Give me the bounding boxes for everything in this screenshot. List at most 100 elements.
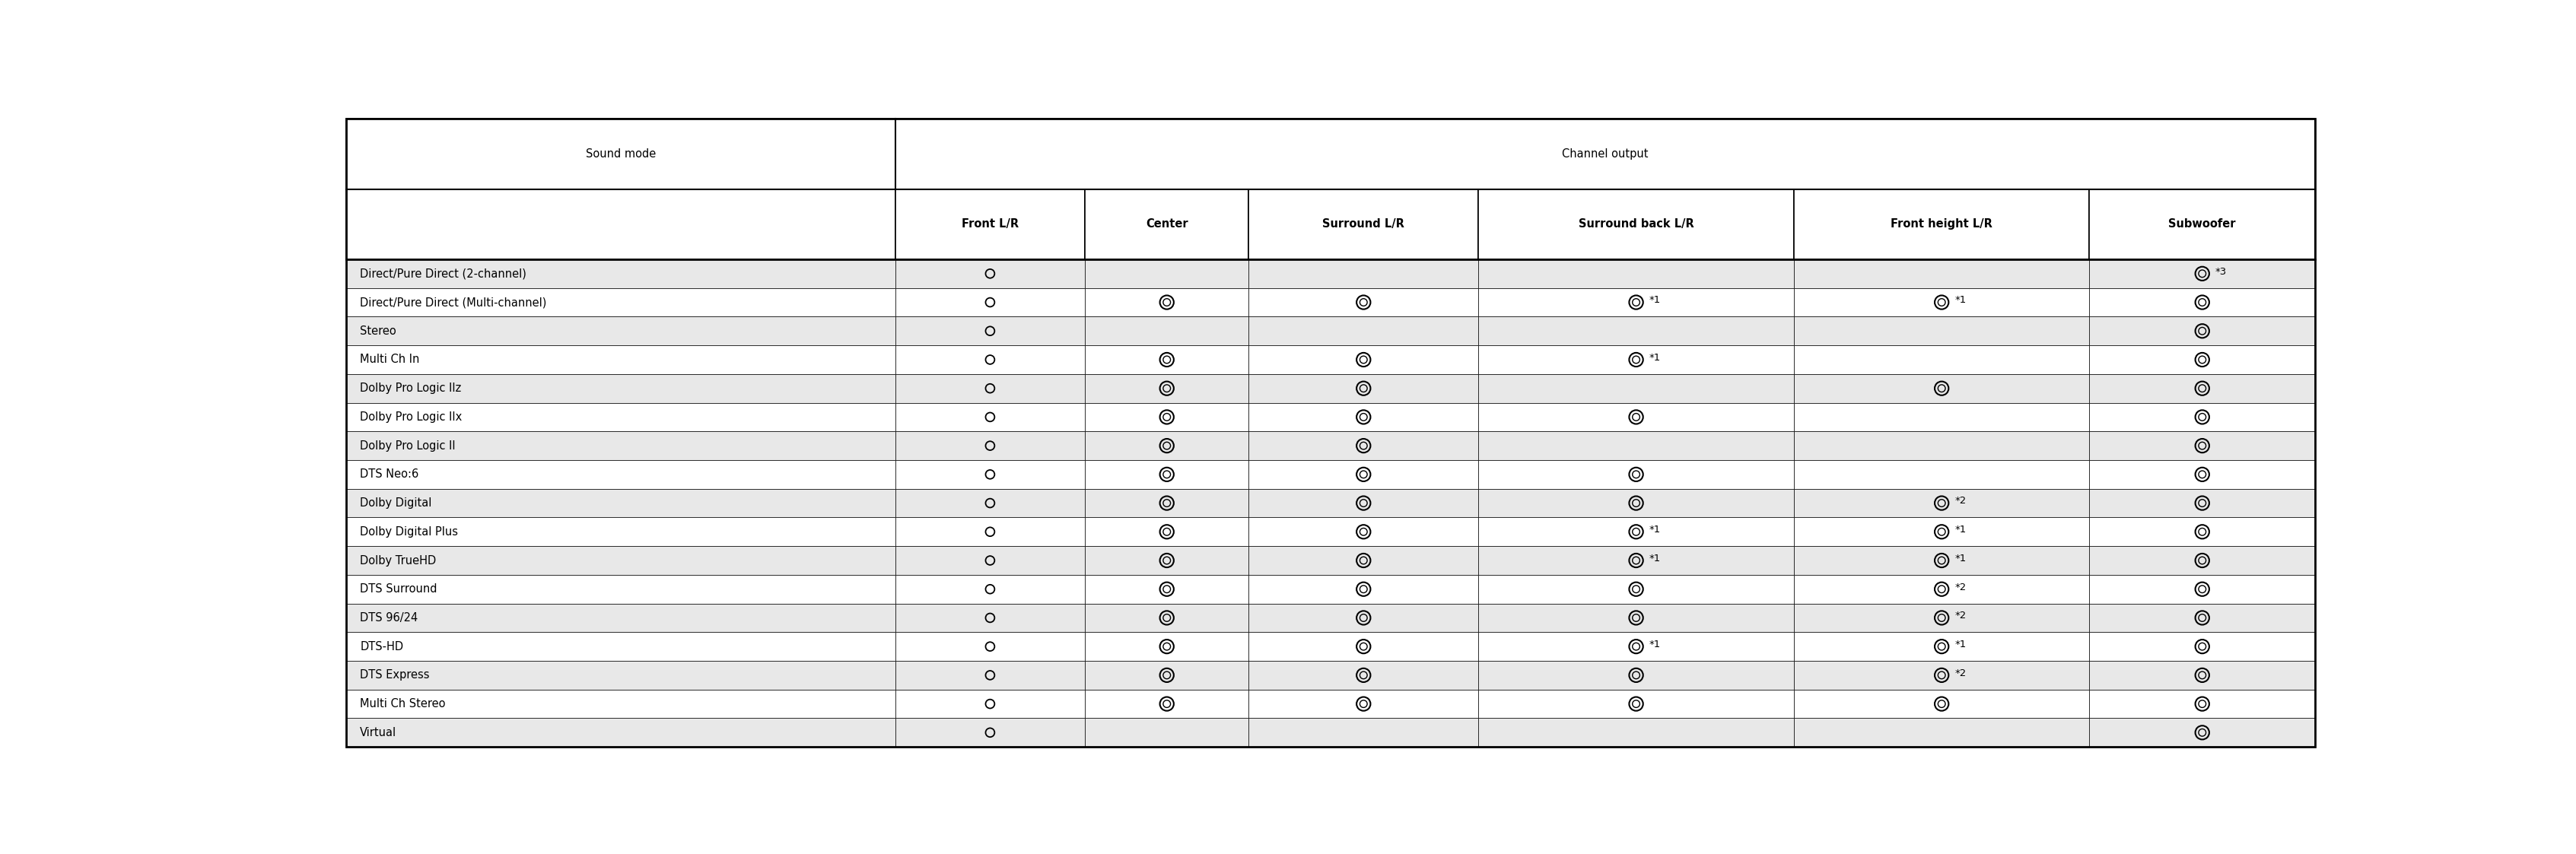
Text: Surround back L/R: Surround back L/R: [1579, 219, 1692, 230]
Bar: [1249, 604, 1479, 632]
Text: Surround L/R: Surround L/R: [1321, 219, 1404, 230]
Bar: [1249, 317, 1479, 345]
Bar: [1249, 260, 1479, 288]
Bar: [345, 431, 894, 460]
Bar: [2089, 518, 2313, 546]
Bar: [345, 488, 894, 518]
Bar: [1249, 546, 1479, 575]
Bar: [894, 460, 1084, 488]
Bar: [1249, 460, 1479, 488]
Bar: [894, 317, 1084, 345]
Bar: [2089, 689, 2313, 718]
Bar: [1479, 288, 1793, 317]
Bar: [2089, 317, 2313, 345]
Text: DTS 96/24: DTS 96/24: [361, 612, 417, 623]
Text: Dolby Pro Logic IIz: Dolby Pro Logic IIz: [361, 383, 461, 394]
Bar: [894, 260, 1084, 288]
Bar: [1479, 189, 1793, 260]
Text: *2: *2: [1955, 611, 1965, 621]
Bar: [1793, 661, 2089, 689]
Bar: [1479, 345, 1793, 374]
Bar: [1249, 575, 1479, 604]
Bar: [345, 661, 894, 689]
Text: Dolby Pro Logic IIx: Dolby Pro Logic IIx: [361, 412, 461, 423]
Text: DTS Surround: DTS Surround: [361, 583, 438, 595]
Bar: [1793, 189, 2089, 260]
Bar: [345, 689, 894, 718]
Bar: [1084, 632, 1249, 661]
Text: Channel output: Channel output: [1561, 149, 1649, 160]
Bar: [2089, 718, 2313, 747]
Bar: [2089, 632, 2313, 661]
Bar: [894, 632, 1084, 661]
Text: Direct/Pure Direct (2-channel): Direct/Pure Direct (2-channel): [361, 268, 526, 279]
Bar: [894, 689, 1084, 718]
Bar: [1479, 546, 1793, 575]
Bar: [894, 403, 1084, 431]
Bar: [1249, 718, 1479, 747]
Bar: [1793, 431, 2089, 460]
Bar: [1479, 460, 1793, 488]
Bar: [1479, 689, 1793, 718]
Text: *1: *1: [1955, 525, 1965, 535]
Bar: [345, 518, 894, 546]
Text: *2: *2: [1955, 669, 1965, 678]
Bar: [1793, 718, 2089, 747]
Bar: [1793, 689, 2089, 718]
Bar: [345, 345, 894, 374]
Text: Sound mode: Sound mode: [585, 149, 654, 160]
Bar: [1084, 374, 1249, 403]
Bar: [894, 661, 1084, 689]
Bar: [1479, 575, 1793, 604]
Bar: [345, 575, 894, 604]
Bar: [345, 604, 894, 632]
Bar: [1793, 488, 2089, 518]
Bar: [1084, 460, 1249, 488]
Bar: [894, 488, 1084, 518]
Bar: [2089, 488, 2313, 518]
Bar: [2089, 260, 2313, 288]
Bar: [2089, 374, 2313, 403]
Bar: [1479, 260, 1793, 288]
Bar: [1793, 604, 2089, 632]
Bar: [1084, 518, 1249, 546]
Text: Multi Ch Stereo: Multi Ch Stereo: [361, 699, 446, 710]
Bar: [2089, 546, 2313, 575]
Bar: [2089, 288, 2313, 317]
Bar: [1793, 288, 2089, 317]
Bar: [894, 604, 1084, 632]
Bar: [345, 718, 894, 747]
Text: Dolby Digital: Dolby Digital: [361, 497, 433, 509]
Bar: [1249, 661, 1479, 689]
Bar: [345, 189, 894, 260]
Bar: [345, 460, 894, 488]
Bar: [894, 518, 1084, 546]
Text: Dolby Digital Plus: Dolby Digital Plus: [361, 526, 459, 537]
Text: Dolby TrueHD: Dolby TrueHD: [361, 555, 435, 566]
Bar: [1793, 374, 2089, 403]
Bar: [345, 288, 894, 317]
Bar: [1479, 604, 1793, 632]
Bar: [1479, 317, 1793, 345]
Text: DTS-HD: DTS-HD: [361, 640, 404, 652]
Bar: [1084, 189, 1249, 260]
Bar: [345, 260, 894, 288]
Bar: [1084, 575, 1249, 604]
Bar: [1479, 431, 1793, 460]
Bar: [1084, 431, 1249, 460]
Bar: [1793, 260, 2089, 288]
Bar: [1479, 718, 1793, 747]
Bar: [894, 345, 1084, 374]
Text: Multi Ch In: Multi Ch In: [361, 354, 420, 366]
Bar: [894, 288, 1084, 317]
Bar: [1084, 345, 1249, 374]
Bar: [1249, 288, 1479, 317]
Bar: [2089, 661, 2313, 689]
Bar: [1793, 317, 2089, 345]
Bar: [1249, 632, 1479, 661]
Text: *1: *1: [1955, 295, 1965, 305]
Bar: [894, 374, 1084, 403]
Bar: [894, 718, 1084, 747]
Bar: [894, 189, 1084, 260]
Text: Direct/Pure Direct (Multi-channel): Direct/Pure Direct (Multi-channel): [361, 296, 546, 308]
